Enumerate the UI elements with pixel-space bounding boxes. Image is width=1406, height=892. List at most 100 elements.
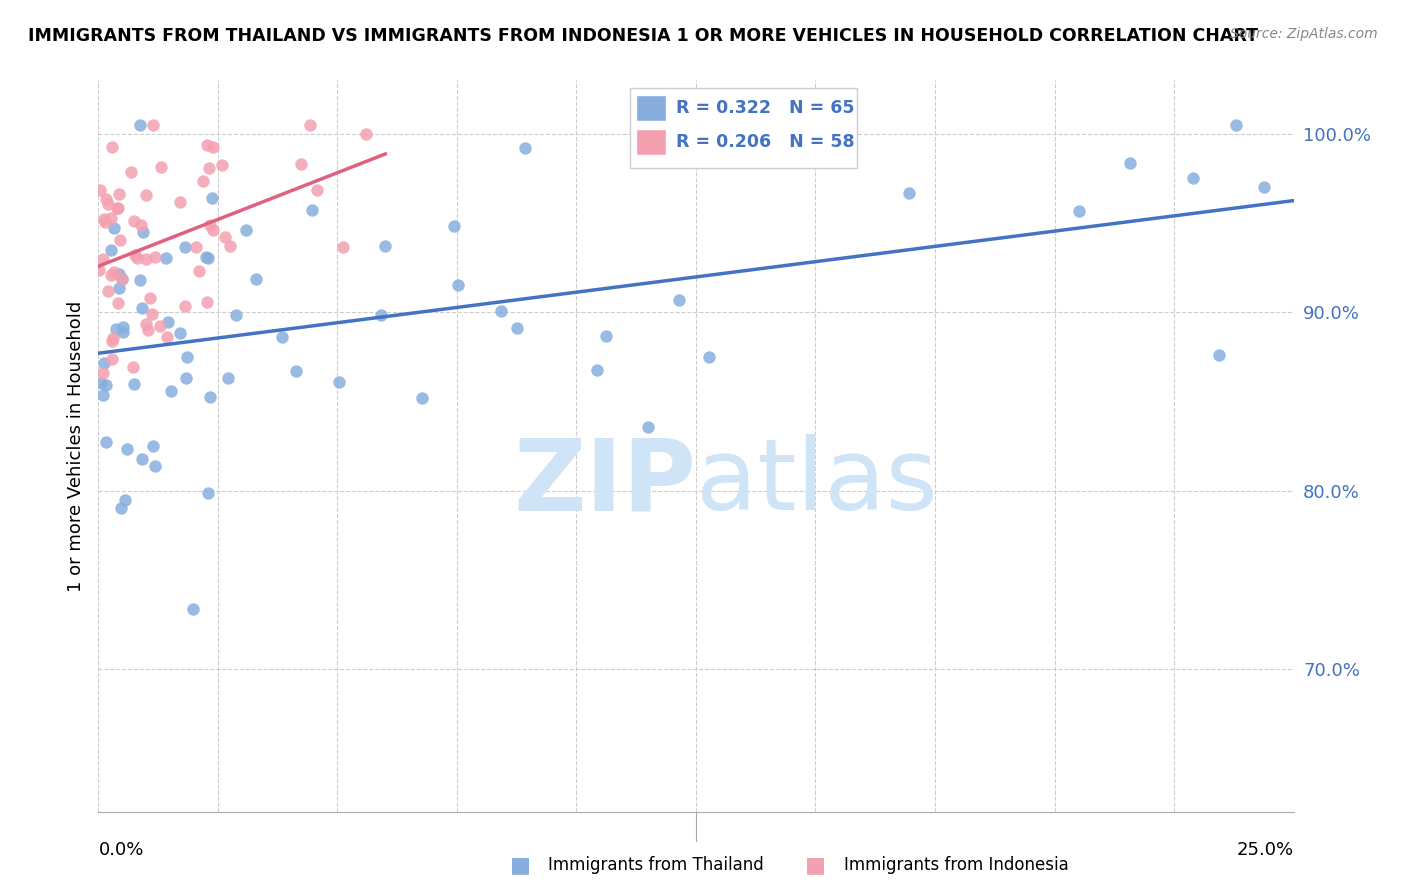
Point xyxy=(197,486,219,500)
Point xyxy=(225,308,247,322)
Text: Source: ZipAtlas.com: Source: ZipAtlas.com xyxy=(1230,27,1378,41)
Point xyxy=(131,452,153,467)
Point xyxy=(211,158,233,172)
Point xyxy=(114,492,136,507)
Text: ZIP: ZIP xyxy=(513,434,696,531)
Point xyxy=(105,322,128,336)
Point xyxy=(328,375,350,389)
Text: 0.0%: 0.0% xyxy=(98,841,143,859)
Point xyxy=(143,250,166,264)
Point xyxy=(149,319,172,334)
Point xyxy=(110,233,132,247)
Point xyxy=(94,193,117,207)
Point xyxy=(105,202,128,216)
Point xyxy=(128,118,150,132)
Point xyxy=(107,296,129,310)
Text: 25.0%: 25.0% xyxy=(1236,841,1294,859)
Point xyxy=(156,315,179,329)
Point xyxy=(111,325,134,339)
Point xyxy=(129,219,152,233)
Point xyxy=(173,240,195,254)
Point xyxy=(90,376,112,390)
Point xyxy=(149,161,172,175)
Point xyxy=(100,140,122,154)
Point xyxy=(354,128,377,142)
Point xyxy=(120,165,142,179)
Point xyxy=(100,243,122,257)
Point xyxy=(128,273,150,287)
Point xyxy=(214,230,236,244)
Point xyxy=(586,363,609,377)
Point xyxy=(370,308,392,322)
Point xyxy=(96,434,118,449)
Point xyxy=(127,252,149,266)
Point xyxy=(305,183,328,197)
Point xyxy=(131,301,153,316)
Point xyxy=(1067,204,1090,219)
Point xyxy=(245,272,267,286)
Point xyxy=(94,377,117,392)
Point xyxy=(197,161,219,175)
Point xyxy=(136,323,159,337)
Point xyxy=(155,251,177,265)
Point xyxy=(219,239,242,253)
Point xyxy=(143,459,166,474)
Point xyxy=(135,188,157,202)
Point xyxy=(91,252,114,266)
Point xyxy=(89,183,111,197)
Point xyxy=(169,194,191,209)
Y-axis label: 1 or more Vehicles in Household: 1 or more Vehicles in Household xyxy=(66,301,84,591)
Point xyxy=(135,252,157,266)
Point xyxy=(101,331,124,345)
Point xyxy=(111,272,134,286)
Point xyxy=(1253,180,1275,194)
Point xyxy=(200,191,222,205)
Point xyxy=(100,211,122,225)
Point xyxy=(100,268,122,283)
Point xyxy=(191,174,214,188)
Point xyxy=(107,202,129,216)
Point xyxy=(184,240,207,254)
Point xyxy=(121,359,143,374)
Point xyxy=(110,501,132,516)
Point xyxy=(195,138,218,153)
Point xyxy=(89,262,111,277)
Point xyxy=(169,326,191,341)
Point xyxy=(200,390,222,404)
Point xyxy=(108,187,131,202)
Point xyxy=(595,328,617,343)
Point xyxy=(271,330,294,344)
Point xyxy=(97,284,120,298)
Point xyxy=(668,293,690,307)
Point xyxy=(103,264,125,278)
Text: Immigrants from Thailand: Immigrants from Thailand xyxy=(548,856,763,874)
Point xyxy=(174,371,197,385)
Point xyxy=(332,239,354,253)
Point xyxy=(111,320,134,334)
Point xyxy=(93,212,115,227)
Point xyxy=(124,248,146,262)
Point xyxy=(111,272,134,286)
Point xyxy=(173,299,195,313)
Point xyxy=(135,317,157,331)
Point xyxy=(122,377,145,392)
Point xyxy=(93,356,115,370)
Point xyxy=(141,307,163,321)
Point xyxy=(132,226,155,240)
Point xyxy=(491,304,513,318)
Point xyxy=(447,278,470,293)
Point xyxy=(107,281,129,295)
Point xyxy=(1208,348,1230,362)
Point xyxy=(91,366,114,380)
Text: IMMIGRANTS FROM THAILAND VS IMMIGRANTS FROM INDONESIA 1 OR MORE VEHICLES IN HOUS: IMMIGRANTS FROM THAILAND VS IMMIGRANTS F… xyxy=(28,27,1258,45)
Point xyxy=(198,218,221,232)
Text: ■: ■ xyxy=(510,855,530,875)
Point xyxy=(506,321,529,335)
Point xyxy=(156,329,179,343)
Point xyxy=(374,239,396,253)
Point xyxy=(1119,156,1142,170)
Point xyxy=(443,219,465,234)
Point xyxy=(194,250,217,264)
Text: R = 0.206   N = 58: R = 0.206 N = 58 xyxy=(676,134,855,152)
Point xyxy=(290,156,312,170)
